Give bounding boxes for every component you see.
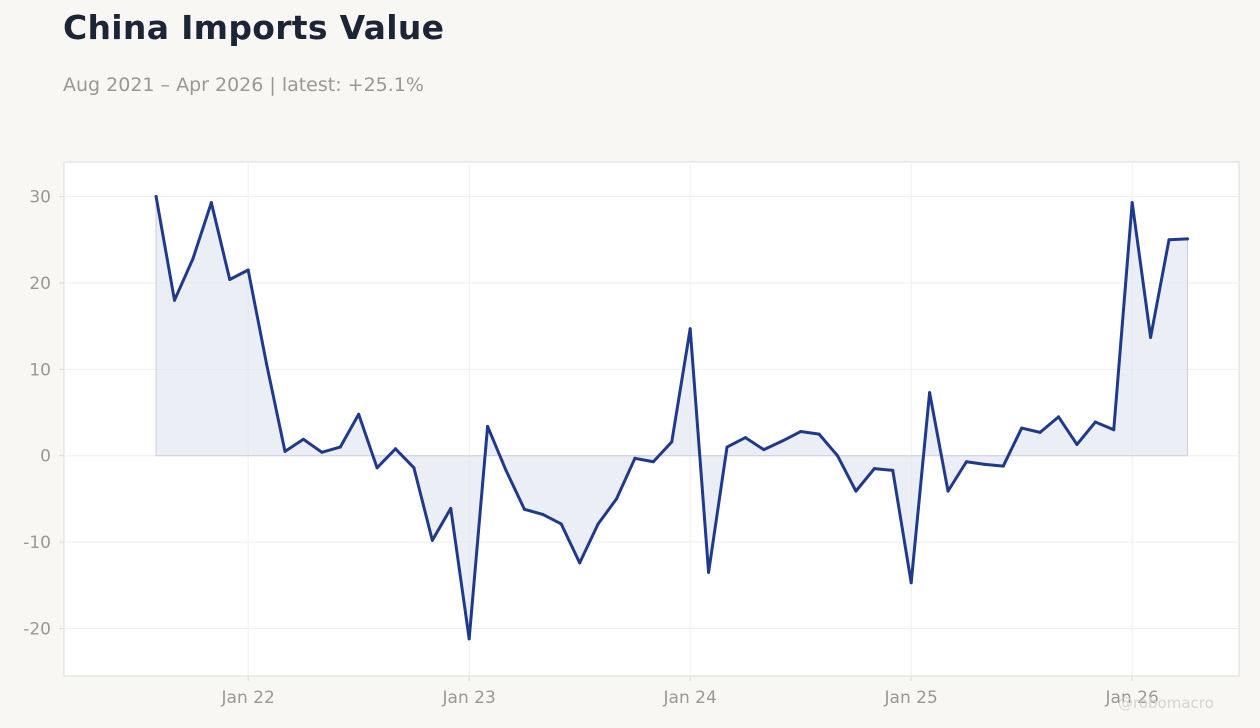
x-tick-label: Jan 22 [221,688,275,708]
y-tick-label: 10 [29,360,51,380]
data-point [559,522,563,526]
data-point [1093,420,1097,424]
data-point [246,268,250,272]
y-tick-label: 30 [29,188,51,208]
data-points-layer [154,195,1189,641]
data-point [265,362,269,366]
data-point [909,581,913,585]
x-axis-ticks: Jan 22 Jan 23 Jan 24 Jan 25 Jan 26 [221,676,1159,708]
y-tick-label: -20 [23,619,51,639]
data-point [707,570,711,574]
data-point [762,448,766,452]
data-point [836,454,840,458]
data-point [209,201,213,205]
y-tick-label: -10 [23,533,51,553]
data-point [320,450,324,454]
data-point [799,430,803,434]
data-point [1057,415,1061,419]
data-point [228,277,232,281]
data-point [946,489,950,493]
data-point [1001,464,1005,468]
data-point [394,447,398,451]
data-point [375,466,379,470]
x-tick-label: Jan 26 [1105,688,1159,708]
data-point [486,424,490,428]
chart-subtitle: Aug 2021 – Apr 2026 | latest: +25.1% [63,74,424,96]
watermark: @robomacro [1118,694,1214,712]
y-tick-label: 20 [29,274,51,294]
data-point [449,506,453,510]
data-point [412,466,416,470]
data-point [504,468,508,472]
data-point [891,468,895,472]
data-point [154,195,158,199]
x-tick-label: Jan 25 [884,688,938,708]
data-point [578,561,582,565]
data-point [1130,201,1134,205]
data-point [357,412,361,416]
data-point [1020,426,1024,430]
data-point [872,467,876,471]
data-point [1149,335,1153,339]
data-point [964,460,968,464]
data-point [283,449,287,453]
data-point [1038,430,1042,434]
data-point [983,462,987,466]
data-point [1167,238,1171,242]
data-point [541,512,545,516]
data-point [688,327,692,331]
data-point [928,391,932,395]
data-point [725,445,729,449]
data-point [467,637,471,641]
data-point [854,489,858,493]
data-point [743,436,747,440]
y-axis-ticks: 30 20 10 0 -10 -20 [23,188,64,639]
data-point [670,440,674,444]
data-point [191,257,195,261]
data-point [430,538,434,542]
data-point [615,497,619,501]
x-tick-label: Jan 23 [442,688,496,708]
y-tick-label: 0 [40,447,51,467]
data-point [651,460,655,464]
data-point [780,439,784,443]
data-point [301,437,305,441]
x-tick-label: Jan 24 [663,688,717,708]
data-point [596,522,600,526]
data-point [633,456,637,460]
data-point [522,507,526,511]
data-point [1112,428,1116,432]
data-point [1075,442,1079,446]
data-point [338,445,342,449]
chart-title: China Imports Value [63,8,445,47]
data-point [1185,237,1189,241]
data-point [173,298,177,302]
data-point [817,432,821,436]
